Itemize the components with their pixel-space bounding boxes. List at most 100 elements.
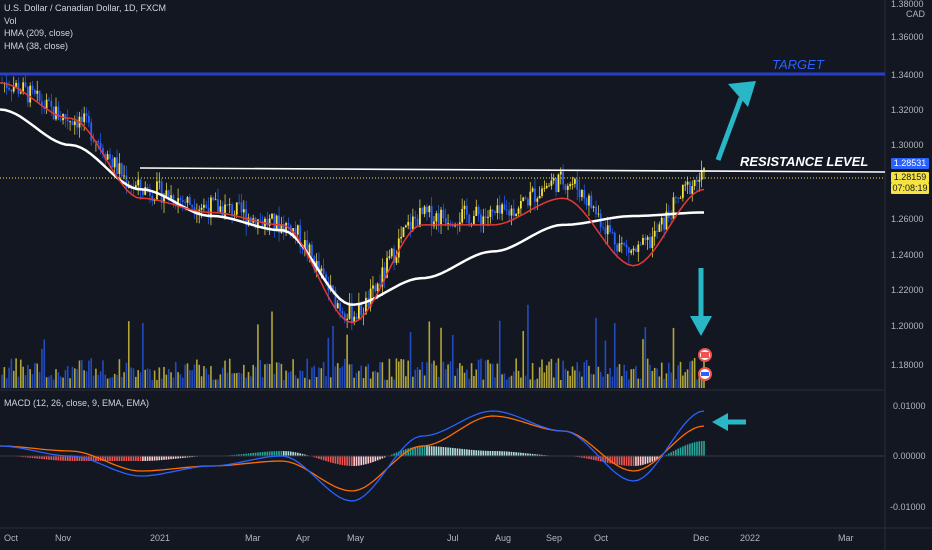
- volume-bar: [632, 368, 635, 388]
- macd-histogram-bar: [451, 447, 454, 456]
- macd-axis[interactable]: 0.01000 0.00000 -0.01000: [890, 401, 926, 512]
- time-label: Mar: [838, 533, 854, 543]
- macd-histogram-bar: [292, 451, 294, 456]
- price-axis[interactable]: 1.38000 CAD 1.36000 1.34000 1.32000 1.30…: [891, 0, 926, 370]
- macd-histogram-bar: [437, 446, 440, 456]
- macd-histogram-bar: [407, 448, 409, 456]
- volume-bar: [153, 370, 156, 388]
- volume-bar: [360, 365, 363, 388]
- volume-bar: [569, 375, 571, 388]
- candle-body: [644, 237, 647, 240]
- macd-histogram-bar: [358, 456, 360, 466]
- volume-bar: [247, 372, 250, 388]
- candle-body: [677, 197, 680, 199]
- volume-bar: [38, 372, 41, 388]
- volume-bar: [355, 372, 358, 388]
- candle-body: [639, 244, 642, 246]
- candle-body: [536, 198, 539, 202]
- macd-histogram-bar: [461, 448, 463, 456]
- price-tick: 1.30000: [891, 140, 924, 150]
- volume-bar: [442, 361, 445, 388]
- macd-histogram-bar: [156, 456, 158, 461]
- candle-body: [698, 179, 701, 182]
- candle-body: [282, 224, 285, 233]
- macd-histogram-bar: [268, 451, 271, 456]
- volume-bar: [390, 376, 393, 388]
- candle-body: [341, 311, 344, 314]
- candle-body: [353, 316, 356, 323]
- volume-bar: [203, 366, 205, 388]
- macd-histogram-bar: [588, 456, 590, 459]
- macd-histogram-bar: [611, 456, 614, 464]
- candle-body: [430, 206, 433, 227]
- macd-histogram-bar: [423, 446, 426, 456]
- resistance-line[interactable]: [139, 167, 886, 173]
- left-arrow[interactable]: [712, 413, 746, 431]
- candle-body: [228, 204, 231, 206]
- macd-histogram-bar: [92, 456, 95, 461]
- candle-body: [231, 204, 233, 217]
- volume-bar: [165, 374, 168, 388]
- volume-bar: [686, 369, 689, 388]
- macd-histogram-bar: [646, 456, 649, 464]
- volume-bar: [62, 377, 64, 388]
- symbol-title[interactable]: U.S. Dollar / Canadian Dollar, 1D, FXCM: [4, 3, 167, 13]
- candle-body: [66, 119, 69, 122]
- indicator-hma-209[interactable]: HMA (209, close): [4, 28, 74, 38]
- candle-body: [287, 222, 290, 226]
- candle-body: [656, 230, 658, 232]
- volume-bar: [496, 363, 499, 388]
- macd-histogram-bar: [125, 456, 128, 461]
- candle-body: [421, 207, 424, 214]
- macd-histogram-bar: [637, 456, 640, 466]
- candle-body: [334, 289, 337, 309]
- volume-bar: [184, 364, 186, 388]
- volume-bar: [517, 370, 520, 388]
- macd-histogram-bar: [137, 456, 139, 461]
- macd-histogram-bar: [444, 447, 447, 456]
- volume-bar: [177, 372, 179, 388]
- volume-bar: [405, 376, 407, 388]
- macd-histogram-bar: [278, 451, 280, 456]
- candle-body: [616, 244, 619, 252]
- time-label: Mar: [245, 533, 261, 543]
- candle-body: [383, 267, 386, 278]
- macd-histogram-bar: [496, 451, 499, 456]
- volume-bar: [571, 366, 574, 388]
- macd-histogram-bar: [531, 453, 534, 456]
- event-flag-icon[interactable]: [698, 348, 712, 381]
- up-arrow[interactable]: [715, 81, 756, 161]
- time-axis[interactable]: Oct Nov 2021 Mar Apr May Jul Aug Sep Oct…: [4, 533, 854, 543]
- volume-bar: [327, 337, 330, 388]
- volume-bar: [36, 363, 39, 388]
- candle-body: [524, 197, 527, 199]
- candle-body: [503, 204, 506, 210]
- volume-bar: [325, 376, 327, 388]
- target-label[interactable]: TARGET: [772, 57, 825, 72]
- indicator-hma-38[interactable]: HMA (38, close): [4, 40, 69, 51]
- macd-histogram-bar: [684, 445, 687, 456]
- macd-histogram-bar: [318, 456, 320, 459]
- macd-histogram-bar: [184, 456, 186, 458]
- candle-body: [151, 196, 154, 201]
- candle-body: [581, 190, 583, 198]
- macd-histogram-bar: [578, 456, 581, 458]
- candle-body: [238, 202, 241, 204]
- resistance-level-label[interactable]: RESISTANCE LEVEL: [740, 154, 868, 169]
- volume-bar: [292, 359, 294, 388]
- volume-bar: [10, 358, 13, 388]
- macd-histogram-bar: [470, 449, 473, 456]
- time-label: Dec: [693, 533, 710, 543]
- volume-bar: [543, 372, 546, 388]
- volume-bar: [226, 372, 229, 388]
- volume-bar: [660, 362, 663, 388]
- volume-bar: [224, 360, 226, 388]
- indicator-vol[interactable]: Vol: [4, 15, 17, 26]
- down-arrow[interactable]: [690, 268, 712, 336]
- candle-body: [473, 216, 475, 224]
- volume-bar: [278, 362, 280, 388]
- macd-histogram-bar: [536, 454, 539, 456]
- candle-body: [90, 122, 93, 141]
- macd-legend[interactable]: MACD (12, 26, close, 9, EMA, EMA): [4, 398, 150, 408]
